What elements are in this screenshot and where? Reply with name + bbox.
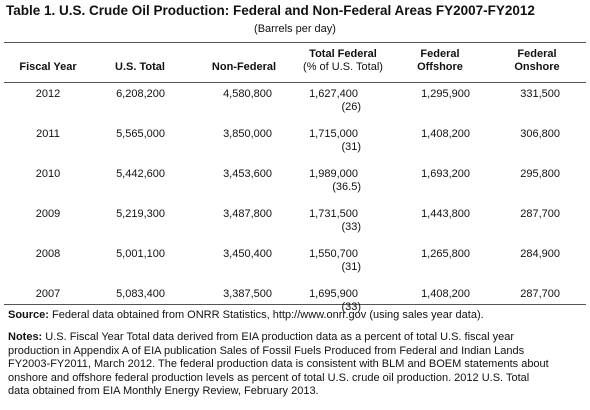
- header-line: Offshore: [417, 61, 463, 73]
- column-header: Total Federal (% of U.S. Total): [273, 48, 413, 74]
- notes-text: data obtained from EIA Monthly Energy Re…: [8, 385, 319, 397]
- value-cell: 295,800: [520, 168, 560, 180]
- value-cell: 3,450,400: [223, 248, 272, 260]
- notes-text: FY2003-FY2011, March 2012. The federal p…: [8, 358, 549, 370]
- percent-cell: (36.5): [332, 181, 361, 193]
- notes: Notes: U.S. Fiscal Year Total data deriv…: [8, 331, 549, 399]
- value-cell: 1,550,700: [309, 248, 358, 260]
- column-header: Fiscal Year: [0, 61, 118, 74]
- column-header: U.S. Total: [70, 61, 210, 74]
- header-line: (% of U.S. Total): [303, 61, 383, 73]
- value-cell: 1,693,200: [421, 168, 470, 180]
- header-line: Onshore: [514, 61, 560, 73]
- table-subtitle: (Barrels per day): [254, 23, 336, 35]
- percent-cell: (31): [341, 141, 361, 153]
- value-cell: 1,695,900: [309, 288, 358, 300]
- value-cell: 1,265,800: [421, 248, 470, 260]
- value-cell: 3,850,000: [223, 128, 272, 140]
- rule: [4, 42, 586, 43]
- value-cell: 1,731,500: [309, 208, 358, 220]
- value-cell: 1,989,000: [309, 168, 358, 180]
- value-cell: 6,208,200: [116, 88, 165, 100]
- notes-text: U.S. Fiscal Year Total data derived from…: [45, 331, 515, 343]
- year-cell: 2010: [35, 168, 61, 180]
- year-cell: 2011: [36, 128, 60, 140]
- header-line: Total Federal: [309, 48, 377, 60]
- value-cell: 5,442,600: [116, 168, 165, 180]
- value-cell: 1,443,800: [421, 208, 470, 220]
- column-header: Non-Federal: [174, 61, 314, 74]
- value-cell: 331,500: [520, 88, 560, 100]
- source-text: Federal data obtained from ONRR Statisti…: [52, 309, 484, 321]
- notes-line: production in Appendix A of EIA publicat…: [8, 345, 549, 359]
- header-line: Non-Federal: [211, 61, 277, 73]
- value-cell: 287,700: [520, 288, 560, 300]
- value-cell: 3,387,500: [223, 288, 272, 300]
- percent-cell: (33): [341, 301, 361, 313]
- percent-cell: (33): [341, 221, 361, 233]
- value-cell: 5,565,000: [116, 128, 165, 140]
- value-cell: 3,453,600: [223, 168, 272, 180]
- value-cell: 1,408,200: [421, 128, 470, 140]
- value-cell: 1,408,200: [421, 288, 470, 300]
- value-cell: 306,800: [520, 128, 560, 140]
- source: Source: Federal data obtained from ONRR …: [8, 309, 484, 323]
- header-line: Fiscal Year: [19, 61, 77, 73]
- rule: [4, 82, 586, 83]
- column-header: Federal Offshore: [370, 48, 510, 74]
- value-cell: 4,580,800: [223, 88, 272, 100]
- percent-cell: (31): [341, 261, 361, 273]
- value-cell: 284,900: [520, 248, 560, 260]
- value-cell: 1,295,900: [421, 88, 470, 100]
- year-cell: 2007: [35, 288, 61, 300]
- value-cell: 1,627,400: [309, 88, 358, 100]
- column-header: Federal Onshore: [467, 48, 590, 74]
- notes-text: production in Appendix A of EIA publicat…: [8, 344, 525, 357]
- value-cell: 287,700: [520, 208, 560, 220]
- notes-label: Notes:: [8, 331, 43, 343]
- value-cell: 5,219,300: [116, 208, 165, 220]
- notes-text: onshore and offshore federal production …: [8, 371, 530, 384]
- value-cell: 5,083,400: [116, 288, 165, 300]
- value-cell: 3,487,800: [223, 208, 272, 220]
- source-label: Source:: [8, 309, 49, 321]
- table-title: Table 1. U.S. Crude Oil Production: Fede…: [6, 3, 535, 18]
- header-line: Federal: [420, 48, 460, 60]
- value-cell: 5,001,100: [116, 248, 165, 260]
- notes-line: onshore and offshore federal production …: [8, 372, 549, 386]
- header-line: Federal: [517, 48, 557, 60]
- notes-line: data obtained from EIA Monthly Energy Re…: [8, 385, 549, 399]
- header-line: U.S. Total: [115, 61, 165, 73]
- percent-cell: (26): [341, 101, 361, 113]
- notes-line: FY2003-FY2011, March 2012. The federal p…: [8, 358, 549, 372]
- year-cell: 2009: [35, 208, 61, 220]
- rule: [4, 304, 586, 305]
- notes-line: Notes: U.S. Fiscal Year Total data deriv…: [8, 331, 549, 345]
- year-cell: 2008: [35, 248, 61, 260]
- year-cell: 2012: [35, 88, 61, 100]
- value-cell: 1,715,000: [309, 128, 358, 140]
